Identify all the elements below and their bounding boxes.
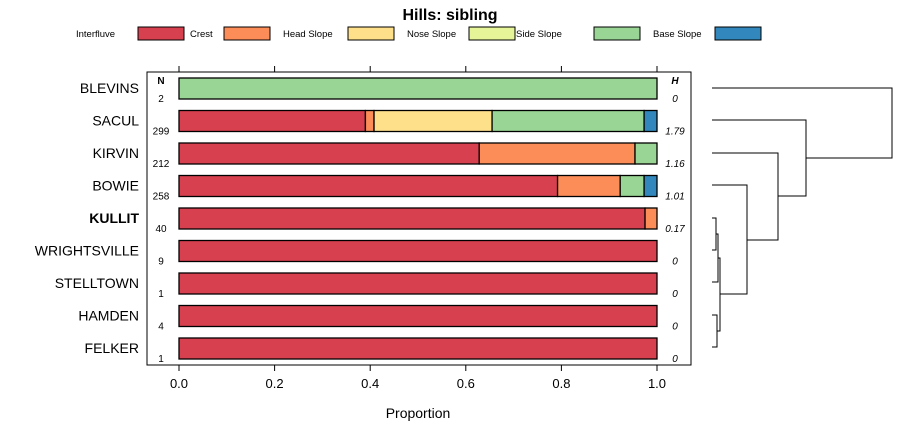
bar-segment-crest bbox=[556, 174, 621, 198]
bar-row: WRIGHTSVILLE 9 0 bbox=[35, 239, 678, 268]
n-value: 299 bbox=[153, 127, 170, 138]
x-tick-label: 0.4 bbox=[361, 376, 379, 391]
bar-segment-interfluve bbox=[178, 337, 658, 360]
legend-label: Side Slope bbox=[516, 29, 562, 40]
category-label: HAMDEN bbox=[78, 308, 139, 324]
legend: Interfluve Crest Head Slope Nose Slope Side … bbox=[76, 26, 762, 41]
dendrogram-branch bbox=[712, 233, 719, 283]
category-label: BOWIE bbox=[92, 178, 139, 194]
x-tick-label: 0.8 bbox=[552, 376, 570, 391]
category-label: FELKER bbox=[85, 340, 139, 356]
n-value: 9 bbox=[158, 257, 164, 268]
bar-segment-interfluve bbox=[178, 174, 559, 198]
category-label: KIRVIN bbox=[93, 145, 139, 161]
n-value: 258 bbox=[153, 192, 170, 203]
x-tick-label: 0.6 bbox=[457, 376, 475, 391]
dendrogram bbox=[712, 87, 893, 348]
legend-swatch bbox=[137, 26, 185, 41]
dendrogram-branch bbox=[712, 217, 717, 251]
legend-swatch bbox=[347, 26, 395, 41]
n-value: 1 bbox=[158, 354, 164, 365]
n-value: 40 bbox=[155, 224, 167, 235]
h-value: 0.17 bbox=[665, 224, 685, 235]
legend-swatch bbox=[593, 26, 641, 41]
bar-row: FELKER 1 0 bbox=[85, 337, 678, 365]
x-tick-label: 0.2 bbox=[266, 376, 284, 391]
x-tick-label: 1.0 bbox=[648, 376, 666, 391]
h-value: 0 bbox=[672, 322, 678, 333]
h-value: 1.01 bbox=[665, 192, 684, 203]
bar-segment-interfluve bbox=[178, 109, 367, 133]
legend-swatch bbox=[223, 26, 271, 41]
bar-segment-side-slope bbox=[619, 174, 645, 198]
n-value: 212 bbox=[153, 159, 170, 170]
bar-segment-interfluve bbox=[178, 272, 658, 295]
bar-row: KIRVIN 212 1.16 bbox=[93, 142, 685, 170]
dendrogram-branch bbox=[717, 257, 721, 332]
bar-row: HAMDEN 4 0 bbox=[78, 304, 678, 333]
category-label: KULLIT bbox=[89, 210, 139, 226]
x-axis-label: Proportion bbox=[386, 405, 451, 421]
n-value: 1 bbox=[158, 289, 164, 300]
legend-swatch bbox=[714, 26, 762, 41]
n-header: N bbox=[157, 76, 164, 87]
h-header: H bbox=[671, 76, 679, 87]
legend-swatch bbox=[468, 26, 516, 41]
category-label: SACUL bbox=[92, 113, 139, 129]
plot-frame bbox=[146, 71, 692, 366]
bar-segment-side-slope bbox=[178, 77, 658, 100]
dendrogram-branch bbox=[712, 314, 718, 348]
h-value: 0 bbox=[672, 94, 678, 105]
dendrogram-branch bbox=[712, 119, 807, 197]
category-label: WRIGHTSVILLE bbox=[35, 243, 139, 259]
bar-row: BLEVINS 2 0 bbox=[80, 77, 678, 105]
n-value: 4 bbox=[158, 322, 164, 333]
dendrogram-branch bbox=[712, 152, 779, 241]
bar-segment-interfluve bbox=[178, 142, 480, 165]
bar-segment-crest bbox=[644, 207, 658, 230]
bar-segment-interfluve bbox=[178, 239, 658, 263]
legend-label: Head Slope bbox=[283, 29, 333, 40]
h-value: 1.16 bbox=[665, 159, 685, 170]
bar-segment-base-slope bbox=[643, 174, 658, 198]
bar-segment-interfluve bbox=[178, 207, 646, 230]
h-value: 0 bbox=[672, 289, 678, 300]
h-value: 0 bbox=[672, 354, 678, 365]
legend-label: Crest bbox=[190, 29, 213, 40]
h-value: 0 bbox=[672, 257, 678, 268]
category-label: BLEVINS bbox=[80, 80, 139, 96]
bar-row: SACUL 299 1.79 bbox=[92, 109, 685, 138]
legend-label: Interfluve bbox=[76, 29, 115, 40]
bar-segment-side-slope bbox=[634, 142, 658, 165]
bar-row: BOWIE 258 1.01 bbox=[92, 174, 685, 203]
legend-label: Nose Slope bbox=[407, 29, 456, 40]
bar-segment-side-slope bbox=[491, 109, 645, 133]
bar-row: STELLTOWN 1 0 bbox=[55, 272, 678, 300]
bar-segment-head-slope bbox=[373, 109, 493, 133]
bar-segment-crest bbox=[364, 109, 375, 133]
dendrogram-branch bbox=[712, 184, 748, 295]
chart-title: Hills: sibling bbox=[402, 7, 497, 24]
x-tick-label: 0.0 bbox=[170, 376, 188, 391]
category-label: STELLTOWN bbox=[55, 275, 139, 291]
dendrogram-branch bbox=[712, 87, 893, 159]
n-value: 2 bbox=[158, 94, 164, 105]
h-value: 1.79 bbox=[665, 127, 685, 138]
bar-row: KULLIT 40 0.17 bbox=[89, 207, 685, 235]
legend-label: Base Slope bbox=[653, 29, 702, 40]
bar-segment-base-slope bbox=[643, 109, 658, 133]
bar-segment-crest bbox=[478, 142, 636, 165]
bar-segment-interfluve bbox=[178, 304, 658, 328]
